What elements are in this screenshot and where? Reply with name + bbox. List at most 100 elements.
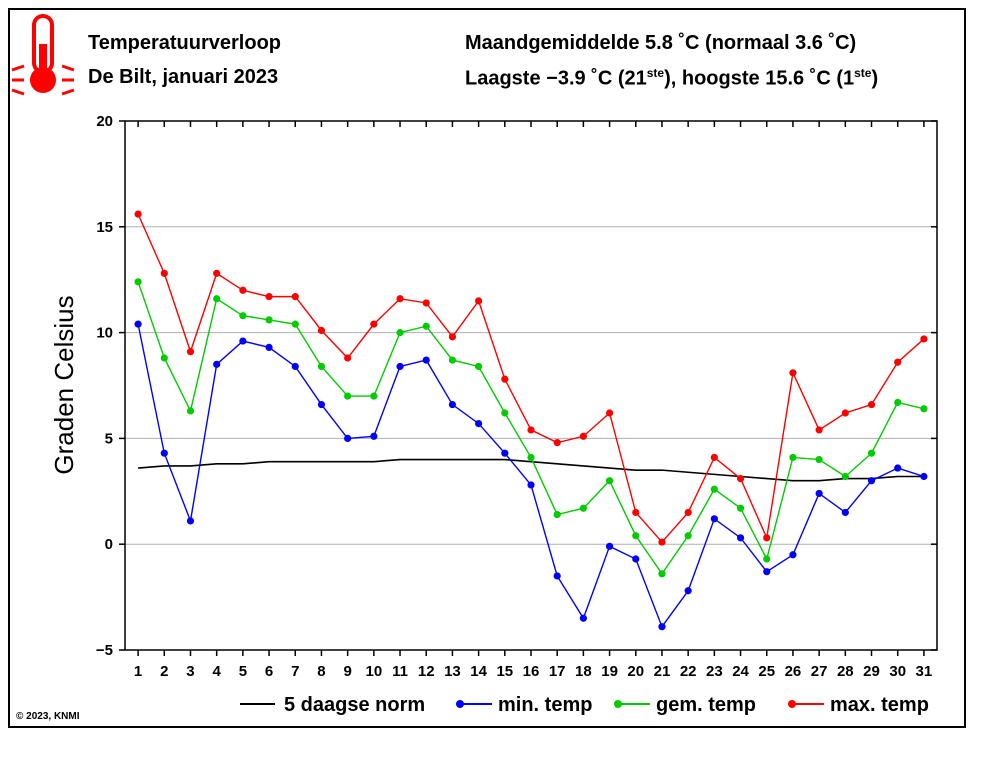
point-gem [867,449,876,457]
point-min [475,419,483,428]
point-min [789,551,797,559]
point-gem [736,504,745,512]
point-gem [291,320,299,328]
x-tick-label: 13 [444,663,461,680]
x-tick-label: 2 [160,663,168,680]
point-max [789,369,797,377]
x-tick-label: 20 [627,663,644,680]
point-min [501,449,509,457]
point-min [684,587,692,595]
point-min [448,400,457,409]
x-tick-label: 24 [732,663,749,680]
x-tick-label: 26 [785,663,802,680]
x-tick-label: 3 [186,663,194,680]
point-gem [475,362,483,371]
point-max [370,320,378,328]
point-max [736,475,745,483]
point-min [370,432,378,440]
x-tick-label: 19 [601,663,618,680]
point-min [763,568,771,576]
point-min [841,508,849,517]
extremes-text-low: Laagste −3.9 ˚C (21 [465,67,647,90]
point-min [736,534,745,542]
point-min [579,614,587,622]
legend-label-max: max. temp [830,694,929,716]
legend-marker-max [788,700,796,708]
point-max [684,508,692,517]
x-tick-label: 5 [239,663,247,680]
point-min [527,481,535,489]
y-axis-label: Graden Celsius [49,295,79,474]
chart-subtitle: De Bilt, januari 2023 [88,66,279,88]
x-tick-label: 10 [365,663,382,680]
chart-title: Temperatuurverloop [88,32,281,54]
point-max [920,335,928,343]
point-max [448,333,457,341]
point-gem [920,405,928,413]
grid-lines [125,120,937,651]
point-max [344,354,352,362]
point-max [317,326,326,335]
point-gem [894,398,902,407]
x-tick-label: 9 [343,663,351,680]
x-tick-label: 28 [837,663,854,680]
point-min [658,623,666,631]
series-line-norm [138,458,924,482]
point-min [815,489,823,498]
y-tick-labels: −5 0 5 10 15 20 [96,113,113,659]
point-max [841,409,849,417]
x-tick-label: 31 [916,663,933,680]
point-gem [553,510,561,519]
x-tick-label: 23 [706,663,723,680]
point-gem [448,356,457,364]
legend-marker-gem [614,700,622,708]
point-min [632,555,640,563]
point-min [396,362,404,371]
point-min [605,542,614,550]
point-min [867,477,876,485]
point-max [265,293,273,301]
x-tick-label: 22 [680,663,697,680]
point-gem [213,295,221,303]
point-gem [186,407,195,415]
point-gem [160,354,168,362]
point-gem [763,555,771,563]
point-min [894,464,902,472]
x-tick-label: 7 [291,663,299,680]
y-tick-label: −5 [96,642,113,659]
point-gem [317,362,326,371]
point-max [501,375,509,383]
point-gem [265,316,273,324]
point-max [894,358,902,366]
legend: 5 daagse norm min. temp gem. temp max. temp [240,694,929,716]
x-tick-label: 1 [134,663,142,680]
series-line-max [137,213,925,544]
x-tick-label: 11 [392,663,408,680]
y-tick-label: 20 [96,113,113,130]
point-min [710,515,718,523]
point-min [920,472,928,481]
point-gem [658,570,666,578]
point-gem [605,477,614,485]
x-tick-label: 30 [889,663,906,680]
point-gem [815,455,823,464]
point-max [160,269,168,277]
point-min [291,362,299,371]
heat-ray [61,88,75,96]
point-max [396,295,404,303]
y-tick-label: 5 [105,430,113,447]
point-min [213,360,221,368]
point-max [815,426,823,434]
point-max [239,286,247,294]
point-min [344,434,352,442]
x-tick-label: 27 [811,663,828,680]
extremes-text-high: ), hoogste 15.6 ˚C (1 [664,67,855,90]
x-tick-label: 17 [549,663,566,680]
extremes-sup-high: ste [854,66,872,80]
point-min [265,343,273,352]
x-tick-label: 29 [863,663,880,680]
point-gem [632,532,640,540]
thermometer-icon [11,14,75,96]
point-max [763,534,771,542]
point-min [134,320,142,328]
